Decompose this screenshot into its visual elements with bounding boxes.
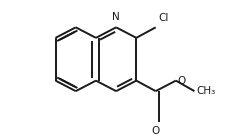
Text: N: N <box>112 13 120 22</box>
Text: Cl: Cl <box>158 13 168 23</box>
Text: O: O <box>178 76 186 86</box>
Text: CH₃: CH₃ <box>196 86 216 96</box>
Text: O: O <box>152 126 160 136</box>
